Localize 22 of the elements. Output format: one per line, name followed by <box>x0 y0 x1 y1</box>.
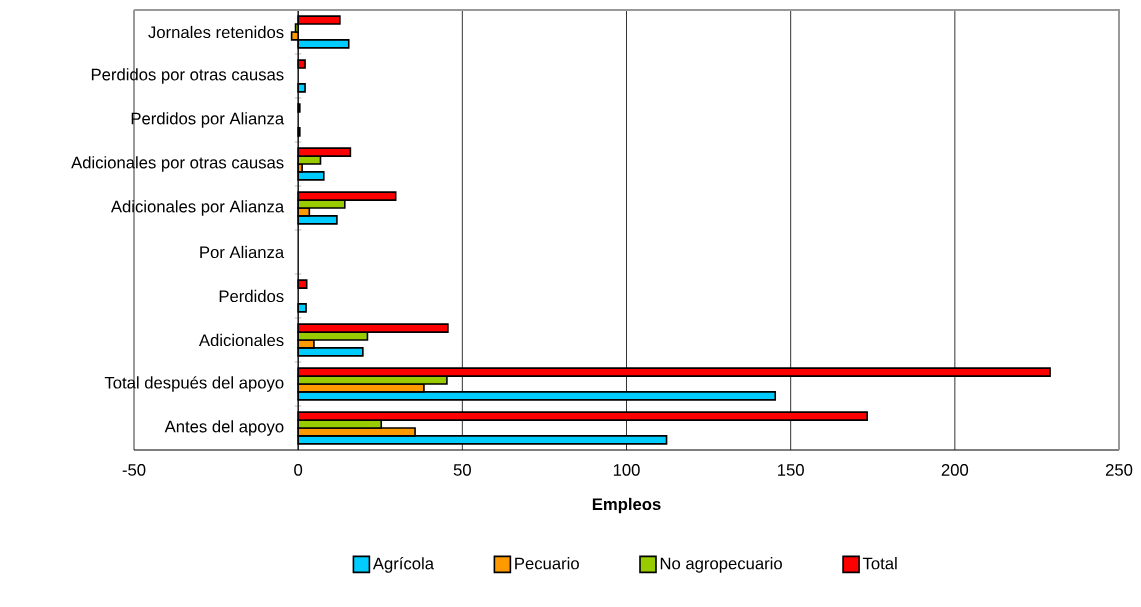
y-tick-label: Adicionales <box>198 333 284 347</box>
y-tick-label: Perdidos <box>219 289 284 303</box>
y-tick-label: Perdidos por Alianza <box>131 112 285 128</box>
legend-label: Total <box>862 557 897 570</box>
y-tick-label: Total después del apoyo <box>104 376 284 392</box>
y-tick-label: Jornales retenidos <box>148 25 284 39</box>
x-tick-label: 200 <box>941 464 969 476</box>
legend-label: No agropecuario <box>660 557 782 573</box>
y-tick-label: Adicionales por Alianza <box>110 200 285 216</box>
x-tick-label: 100 <box>613 464 640 476</box>
legend-label: Pecuario <box>515 557 579 570</box>
x-tick-label: 0 <box>294 464 303 476</box>
x-tick-label: 250 <box>1105 464 1133 476</box>
y-tick-label: Adicionales por otras causas <box>71 156 284 172</box>
y-tick-label: Por Alianza <box>200 245 285 259</box>
x-tick-label: 150 <box>778 464 804 476</box>
x-tick-label: -50 <box>122 464 146 476</box>
y-tick-label: Perdidos por otras causas <box>91 68 284 84</box>
y-tick-label: Antes del apoyo <box>164 420 284 436</box>
x-axis-title: Empleos <box>592 497 661 514</box>
legend-label: Agrícola <box>372 557 434 573</box>
x-tick-label: 50 <box>453 464 471 476</box>
